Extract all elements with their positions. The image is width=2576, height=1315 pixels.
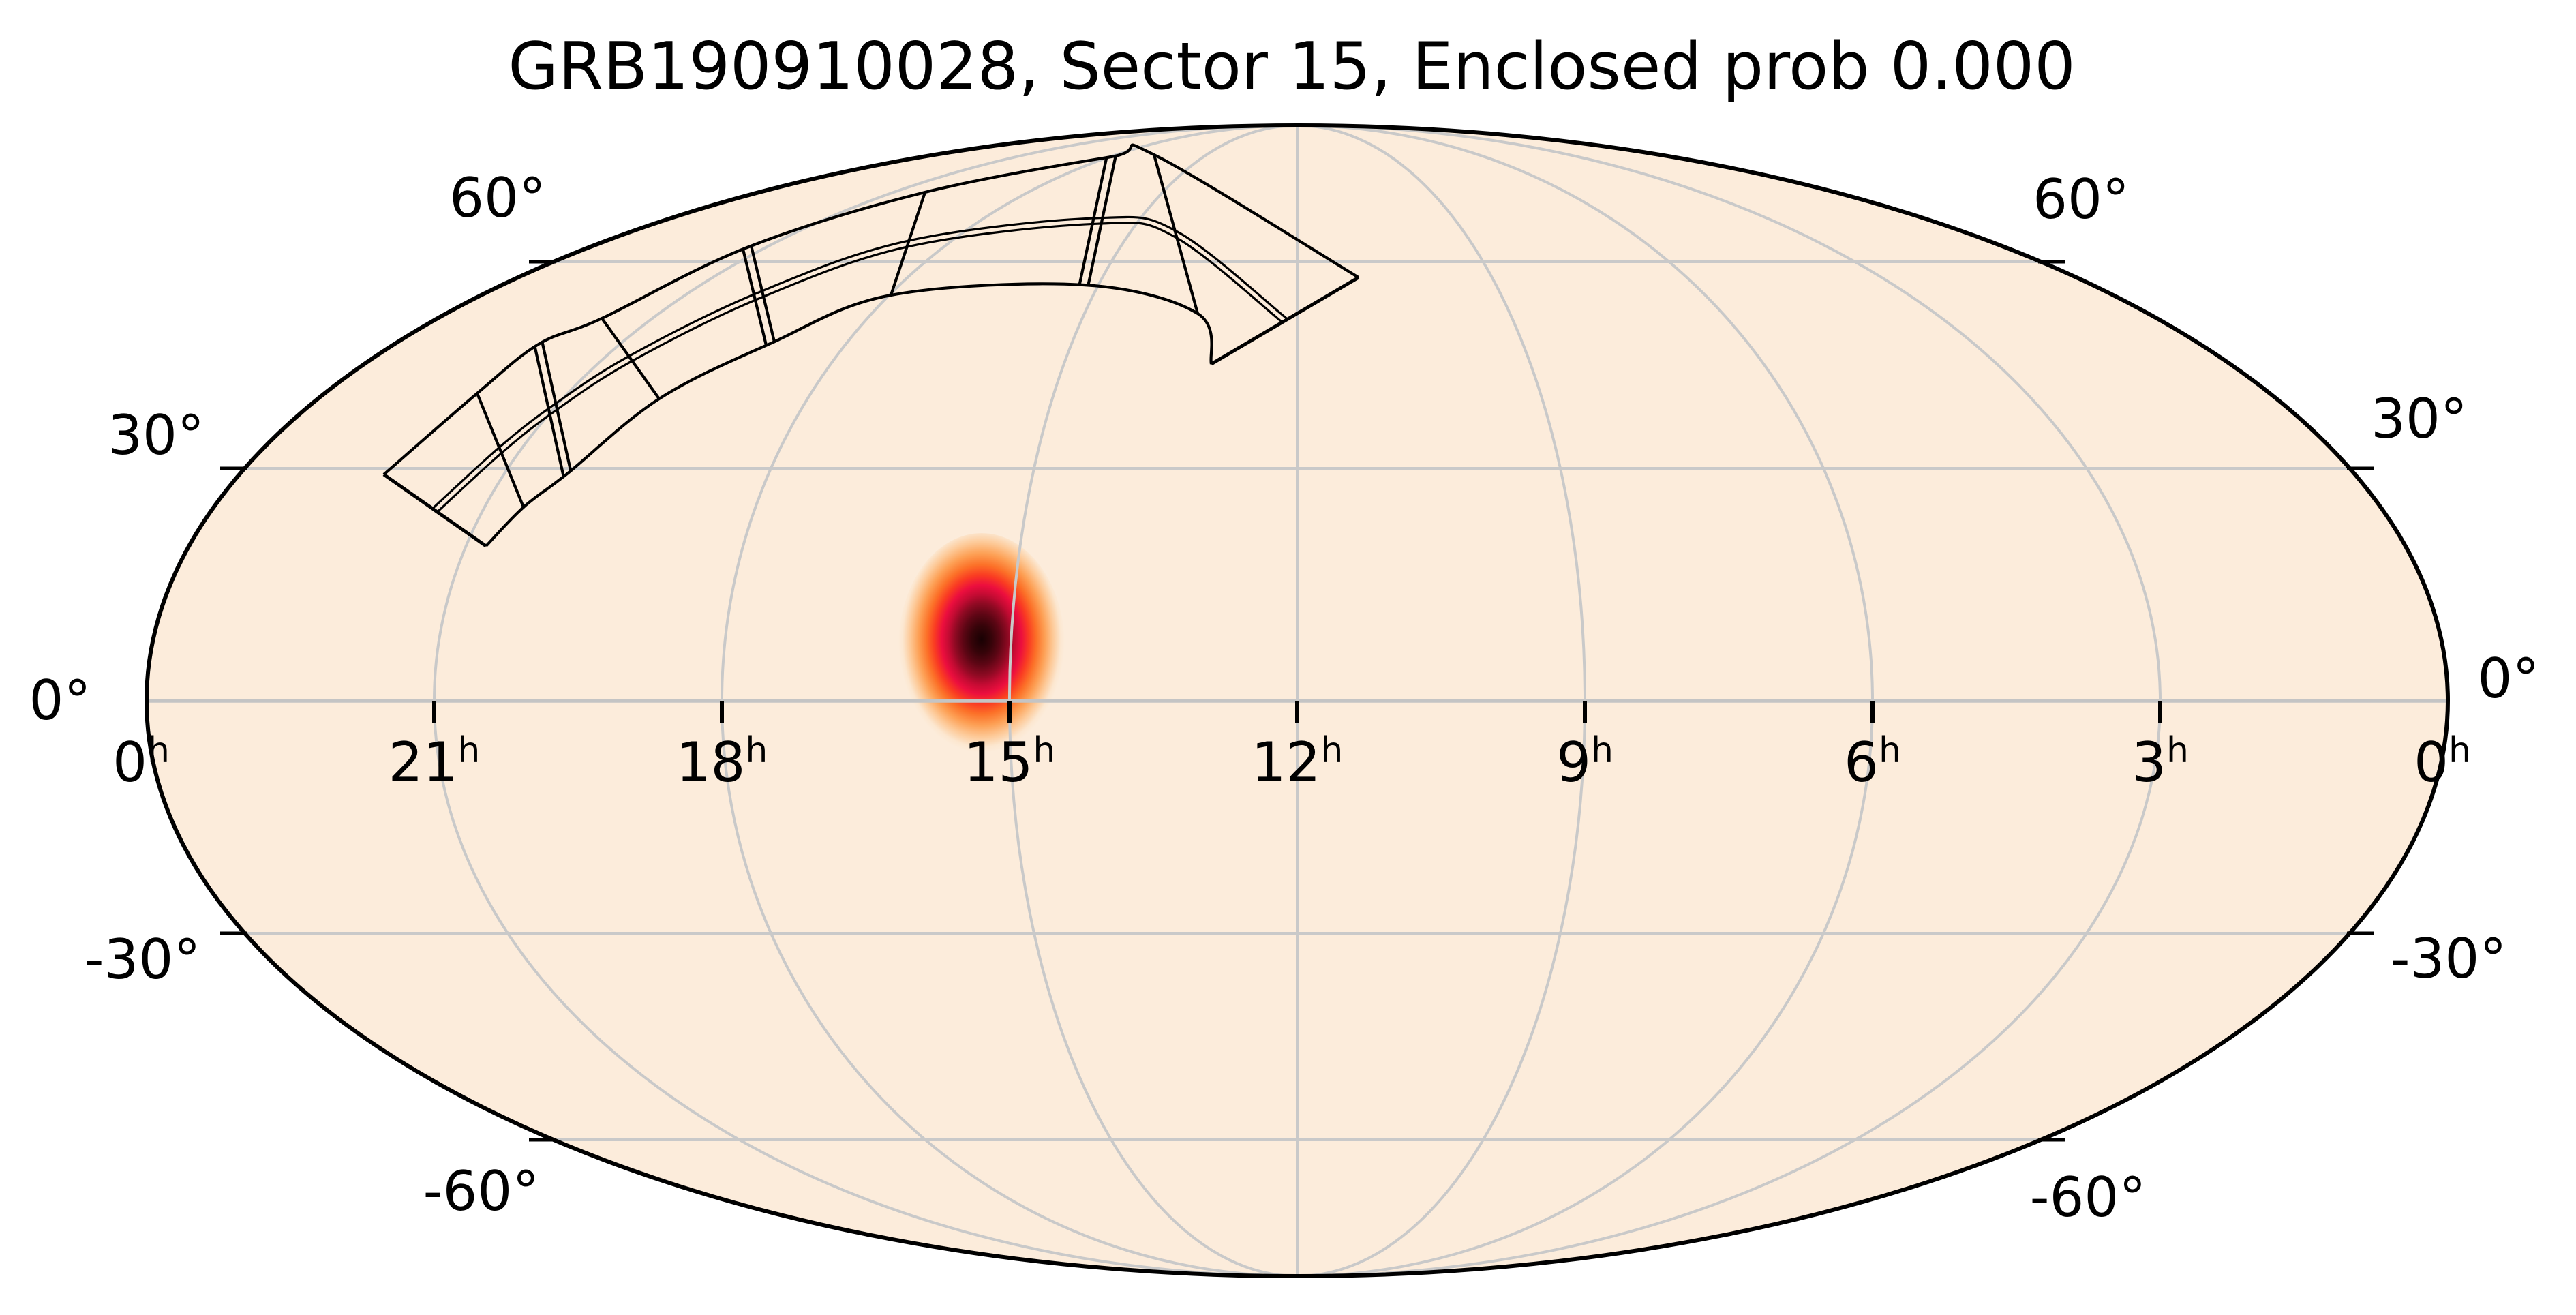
- dec-label-right-30deg: 30°: [2371, 387, 2468, 451]
- footprint-camera-gap: [1078, 156, 1108, 286]
- ra-label-6h: 6h: [1844, 730, 1901, 794]
- footprint-outer-edge: [382, 143, 1360, 476]
- footprint-camera-gap: [1087, 156, 1117, 286]
- footprint-ccd-gap: [890, 192, 926, 296]
- ra-label-18h: 18h: [676, 730, 768, 794]
- ra-label-0h: 0h: [2414, 730, 2471, 794]
- ra-label-21h: 21h: [389, 730, 481, 794]
- map-outline: [145, 123, 2450, 1278]
- footprint-end-cap: [382, 472, 487, 548]
- dec-label-left-30deg: 30°: [108, 404, 204, 467]
- footprint-end-cap: [1210, 275, 1360, 366]
- dec-label-left--30deg: -30°: [85, 928, 201, 991]
- dec-label-right--60deg: -60°: [2030, 1166, 2147, 1229]
- dec-label-right-60deg: 60°: [2033, 168, 2130, 231]
- footprint-ccd-gap: [601, 317, 661, 400]
- dec-label-right-0deg: 0°: [2478, 647, 2540, 710]
- footprint-inner-edge: [485, 282, 1213, 547]
- footprint-camera-gap: [741, 248, 768, 346]
- ra-label-12h: 12h: [1252, 730, 1344, 794]
- footprint-ccd-lane-a: [436, 222, 1284, 513]
- footprint-ccd-gap: [1152, 154, 1200, 314]
- tess-footprint: [382, 143, 1360, 548]
- ra-label-3h: 3h: [2132, 730, 2189, 794]
- dec-label-left-0deg: 0°: [29, 669, 91, 732]
- footprint-camera-gap: [533, 346, 565, 477]
- dec-label-right--30deg: -30°: [2391, 927, 2507, 991]
- dec-label-left-60deg: 60°: [449, 166, 546, 230]
- ra-label-9h: 9h: [1556, 730, 1613, 794]
- footprint-ccd-gap: [476, 393, 525, 508]
- footprint-ccd-lane-b: [432, 215, 1288, 509]
- dec-label-left--60deg: -60°: [423, 1160, 540, 1223]
- footprint-camera-gap: [541, 341, 573, 472]
- map-layers: 0h 21h 18h 15h 12h 9h 6h 3h 0h 60° 30° 0° -30° -60° 60…: [29, 123, 2540, 1278]
- chart-title: GRB190910028, Sector 15, Enclosed prob 0…: [508, 29, 2075, 104]
- ra-label-0h: 0h: [112, 730, 170, 794]
- ra-label-15h: 15h: [964, 730, 1056, 794]
- footprint-camera-gap: [749, 245, 776, 343]
- probability-blob: [898, 533, 1065, 759]
